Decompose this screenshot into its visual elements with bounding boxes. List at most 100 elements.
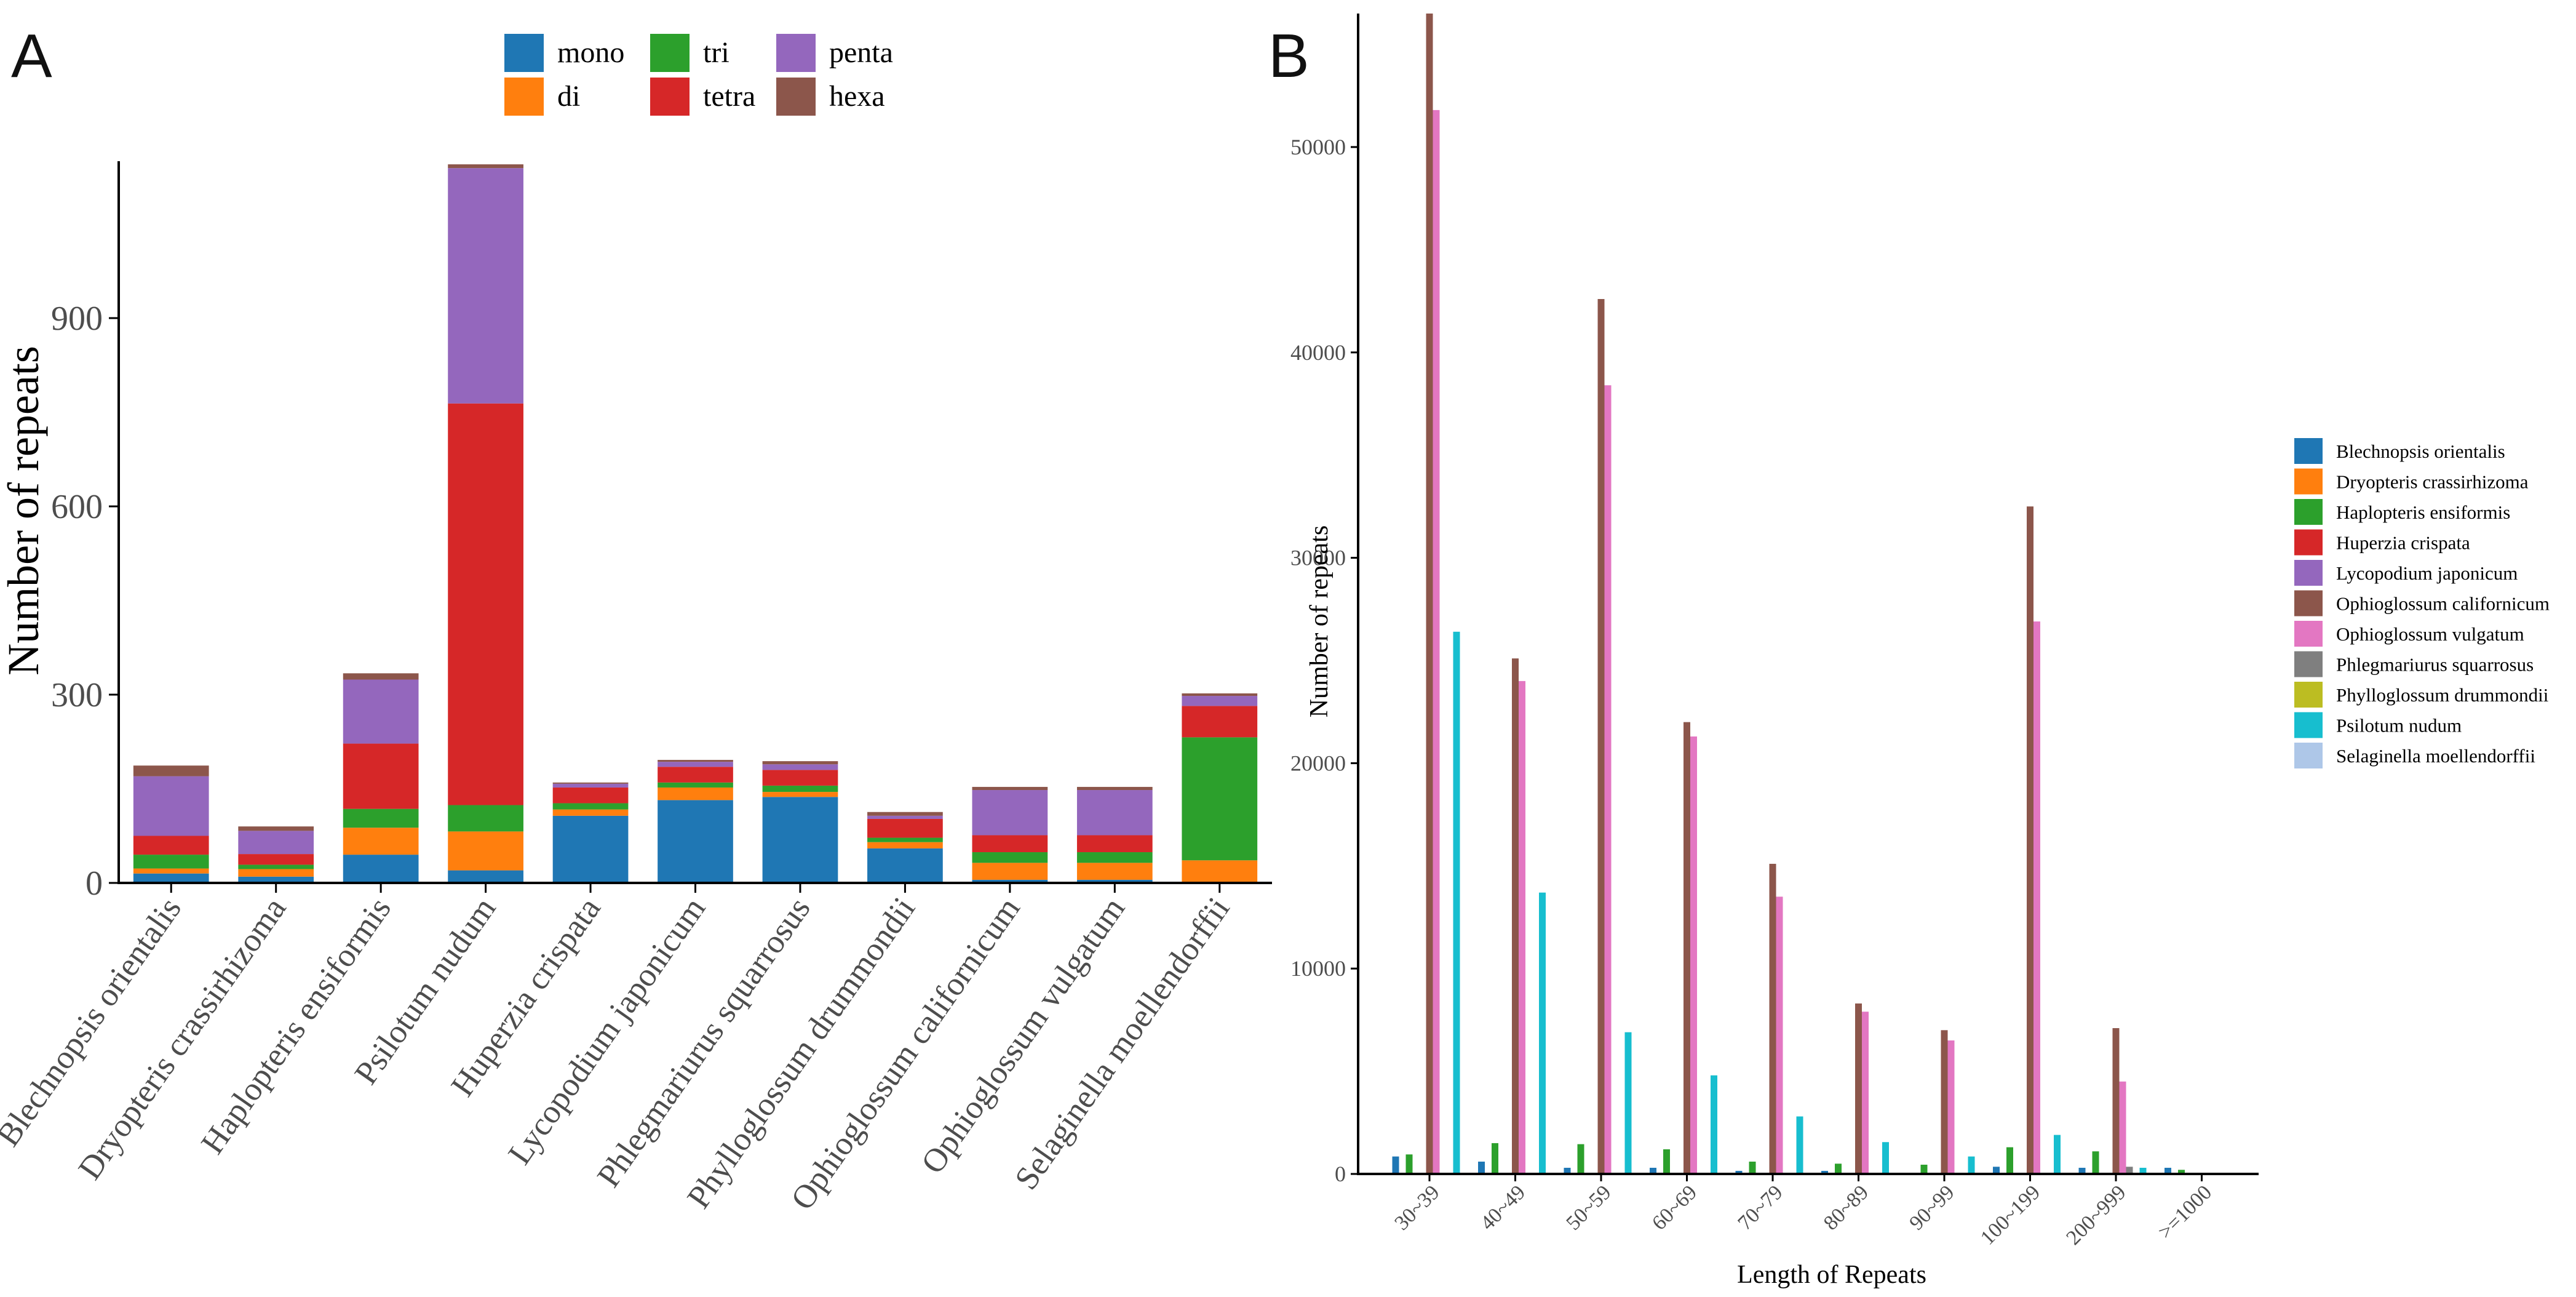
- y-tick-label: 0: [1335, 1162, 1346, 1186]
- legend-label-di: di: [557, 80, 580, 113]
- legend-swatch-dryopteris-crassirhizoma: [2294, 468, 2323, 495]
- bar-30-39-blechnopsis-orientalis: [1392, 1156, 1399, 1174]
- bar-1000-haplopteris-ensiformis: [2178, 1170, 2185, 1174]
- bar-haplopteris-ensiformis-hexa: [343, 673, 419, 680]
- bar-blechnopsis-orientalis-penta: [133, 776, 209, 836]
- bar-50-59-psilotum-nudum: [1624, 1032, 1632, 1174]
- legend-label-tri: tri: [703, 36, 729, 69]
- bar-lycopodium-japonicum-tri: [658, 782, 733, 788]
- bar-ophioglossum-californicum-hexa: [972, 786, 1048, 791]
- bar-50-59-haplopteris-ensiformis: [1577, 1144, 1584, 1174]
- bar-selaginella-moellendorffii-tri: [1182, 737, 1258, 861]
- bar-dryopteris-crassirhizoma-tetra: [238, 854, 314, 865]
- bar-haplopteris-ensiformis-tetra: [343, 743, 419, 809]
- legend-swatch-tri: [650, 34, 690, 72]
- legend-item-selaginella-moellendorffii: Selaginella moellendorffii: [2294, 743, 2535, 768]
- bar-psilotum-nudum-hexa: [448, 164, 523, 169]
- bar-lycopodium-japonicum-penta: [658, 762, 733, 767]
- bar-phlegmariurus-squarrosus-di: [762, 792, 838, 797]
- bar-huperzia-crispata-hexa: [552, 782, 629, 784]
- legend-swatch-selaginella-moellendorffii: [2294, 743, 2323, 768]
- bar-100-199-ophioglossum-vulgatum: [2033, 621, 2040, 1174]
- bar-phlegmariurus-squarrosus-tri: [762, 785, 838, 792]
- legend-item-ophioglossum-californicum: Ophioglossum californicum: [2294, 590, 2550, 617]
- bar-40-49-ophioglossum-californicum: [1512, 658, 1519, 1174]
- bar-90-99-haplopteris-ensiformis: [1920, 1164, 1928, 1174]
- bar-40-49-haplopteris-ensiformis: [1492, 1143, 1498, 1174]
- bar-70-79-haplopteris-ensiformis: [1749, 1161, 1756, 1174]
- legend-item-huperzia-crispata: Huperzia crispata: [2294, 529, 2470, 556]
- bar-dryopteris-crassirhizoma-di: [238, 869, 314, 877]
- chart-b-axes: [1357, 14, 2259, 1181]
- legend-label-mono: mono: [557, 36, 624, 69]
- bar-200-999-phlegmariurus-squarrosus: [2126, 1167, 2133, 1174]
- legend-swatch-psilotum-nudum: [2294, 712, 2323, 738]
- bar-psilotum-nudum-di: [448, 831, 523, 871]
- bar-huperzia-crispata-penta: [552, 783, 629, 788]
- bar-90-99-ophioglossum-californicum: [1941, 1030, 1948, 1174]
- bar-80-89-ophioglossum-vulgatum: [1862, 1012, 1869, 1174]
- legend-swatch-penta: [776, 34, 816, 72]
- chart-b-bars: [1392, 14, 2185, 1175]
- bar-ophioglossum-vulgatum-hexa: [1076, 786, 1153, 791]
- bar-80-89-ophioglossum-californicum: [1855, 1003, 1862, 1174]
- legend-item-ophioglossum-vulgatum: Ophioglossum vulgatum: [2294, 621, 2524, 647]
- legend-swatch-mono: [504, 34, 544, 72]
- bar-50-59-ophioglossum-vulgatum: [1604, 385, 1612, 1174]
- bar-200-999-ophioglossum-vulgatum: [2119, 1081, 2126, 1174]
- y-tick-label: 10000: [1290, 956, 1346, 981]
- bar-phlegmariurus-squarrosus-hexa: [762, 761, 838, 765]
- legend-label-lycopodium-japonicum: Lycopodium japonicum: [2336, 562, 2518, 584]
- bar-100-199-psilotum-nudum: [2054, 1135, 2061, 1174]
- bar-40-49-ophioglossum-vulgatum: [1519, 680, 1525, 1174]
- bar-selaginella-moellendorffii-penta: [1182, 696, 1258, 706]
- bar-30-39-ophioglossum-vulgatum: [1433, 110, 1440, 1175]
- legend-swatch-ophioglossum-vulgatum: [2294, 621, 2323, 647]
- bar-psilotum-nudum-mono: [448, 870, 523, 883]
- bar-phlegmariurus-squarrosus-penta: [762, 764, 838, 770]
- legend-label-penta: penta: [829, 36, 893, 69]
- legend-label-phylloglossum-drummondii: Phylloglossum drummondii: [2336, 684, 2549, 706]
- bar-phlegmariurus-squarrosus-tetra: [762, 770, 838, 786]
- legend-item-tri: tri: [650, 34, 729, 72]
- bar-huperzia-crispata-di: [552, 809, 629, 816]
- bar-huperzia-crispata-tetra: [552, 787, 629, 804]
- legend-item-dryopteris-crassirhizoma: Dryopteris crassirhizoma: [2294, 468, 2529, 495]
- bar-60-69-haplopteris-ensiformis: [1663, 1149, 1670, 1174]
- bar-90-99-ophioglossum-vulgatum: [1947, 1040, 1955, 1174]
- bar-phylloglossum-drummondii-hexa: [867, 812, 943, 816]
- bar-70-79-psilotum-nudum: [1796, 1116, 1803, 1174]
- bar-selaginella-moellendorffii-tetra: [1182, 706, 1258, 738]
- legend-item-haplopteris-ensiformis: Haplopteris ensiformis: [2294, 499, 2510, 525]
- bar-100-199-blechnopsis-orientalis: [1993, 1167, 2000, 1174]
- bar-phylloglossum-drummondii-mono: [867, 848, 943, 883]
- bar-100-199-haplopteris-ensiformis: [2006, 1147, 2013, 1174]
- bar-dryopteris-crassirhizoma-penta: [238, 831, 314, 855]
- bar-30-39-psilotum-nudum: [1453, 631, 1460, 1174]
- bar-ophioglossum-vulgatum-mono: [1076, 879, 1153, 883]
- chart-b-x-axis-label: Length of Repeats: [1737, 1261, 1926, 1289]
- bar-30-39-ophioglossum-californicum: [1426, 14, 1433, 1174]
- bar-blechnopsis-orientalis-tetra: [133, 836, 209, 855]
- legend-swatch-ophioglossum-californicum: [2294, 590, 2323, 617]
- legend-item-blechnopsis-orientalis: Blechnopsis orientalis: [2294, 438, 2505, 464]
- y-tick-label: 40000: [1290, 340, 1346, 365]
- bar-50-59-ophioglossum-californicum: [1597, 298, 1605, 1174]
- bar-phylloglossum-drummondii-di: [867, 842, 943, 848]
- bar-psilotum-nudum-tri: [448, 805, 523, 832]
- bar-ophioglossum-californicum-tri: [972, 852, 1048, 863]
- bar-lycopodium-japonicum-tetra: [658, 767, 733, 783]
- bar-phylloglossum-drummondii-penta: [867, 815, 943, 819]
- legend-label-ophioglossum-vulgatum: Ophioglossum vulgatum: [2336, 623, 2524, 645]
- bar-haplopteris-ensiformis-tri: [343, 808, 419, 828]
- y-tick-label: 900: [51, 300, 103, 338]
- bar-lycopodium-japonicum-mono: [658, 800, 733, 883]
- bar-70-79-ophioglossum-californicum: [1769, 863, 1776, 1174]
- bar-200-999-ophioglossum-californicum: [2112, 1028, 2120, 1174]
- legend-item-penta: penta: [776, 34, 893, 72]
- legend-swatch-phylloglossum-drummondii: [2294, 682, 2323, 708]
- bar-30-39-haplopteris-ensiformis: [1405, 1154, 1413, 1174]
- bar-60-69-blechnopsis-orientalis: [1650, 1167, 1656, 1174]
- bar-lycopodium-japonicum-hexa: [658, 760, 733, 762]
